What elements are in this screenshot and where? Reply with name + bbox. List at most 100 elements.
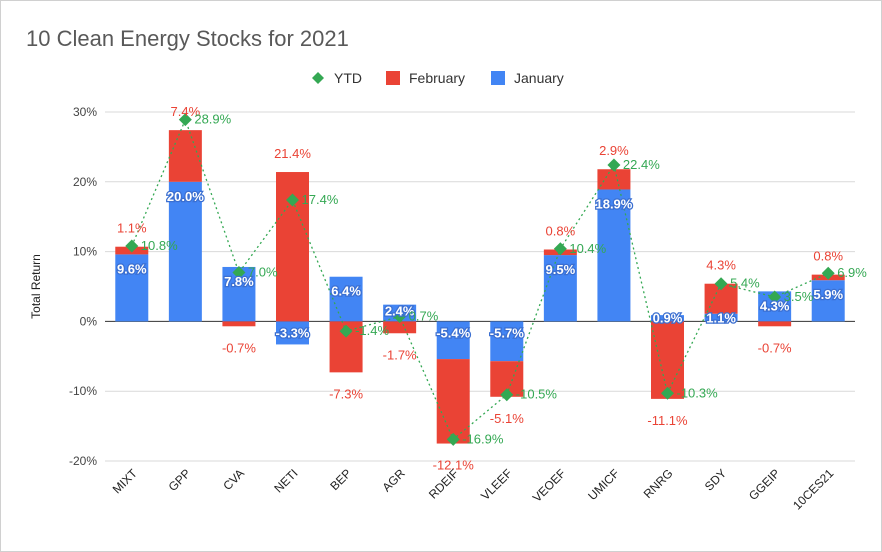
february-data-label: -0.7% bbox=[222, 340, 256, 355]
february-data-label: -0.7% bbox=[758, 340, 792, 355]
x-tick-label: BEP bbox=[327, 466, 354, 493]
ytd-data-label: 28.9% bbox=[194, 112, 231, 127]
bar-january bbox=[436, 321, 470, 360]
january-data-label: 1.1% bbox=[706, 310, 736, 325]
january-data-label: -5.7% bbox=[490, 325, 524, 340]
january-data-label: -3.3% bbox=[276, 325, 310, 340]
january-data-label: 9.6% bbox=[117, 261, 147, 276]
ytd-line bbox=[131, 117, 829, 441]
ytd-marker bbox=[232, 266, 246, 280]
y-tick-label: -20% bbox=[69, 454, 97, 468]
january-data-label: 7.8% bbox=[224, 274, 254, 289]
ytd-marker bbox=[393, 310, 407, 324]
ytd-marker bbox=[125, 239, 139, 253]
bar-january bbox=[811, 280, 845, 322]
february-data-label: 0.8% bbox=[546, 224, 576, 239]
february-data-label: 0.8% bbox=[813, 249, 843, 264]
bar-february bbox=[758, 321, 792, 327]
ytd-marker bbox=[339, 324, 353, 338]
x-tick-label: 10CES21 bbox=[790, 466, 836, 512]
legend-january-label: January bbox=[514, 70, 564, 86]
y-tick-label: 20% bbox=[73, 175, 97, 189]
x-tick-label: VEOEF bbox=[530, 466, 569, 505]
x-tick-label: NETI bbox=[271, 466, 300, 495]
ytd-data-label: 0.7% bbox=[409, 309, 439, 324]
y-tick-label: 30% bbox=[73, 105, 97, 119]
ytd-marker bbox=[178, 113, 192, 127]
bar-january bbox=[276, 321, 309, 345]
february-data-label: 1.1% bbox=[117, 221, 147, 236]
ytd-data-label: 10.4% bbox=[569, 241, 606, 256]
chart-title: 10 Clean Energy Stocks for 2021 bbox=[26, 26, 349, 51]
ytd-data-label: -16.9% bbox=[462, 431, 504, 446]
ytd-marker bbox=[768, 290, 782, 304]
ytd-data-label: 5.4% bbox=[730, 276, 760, 291]
february-data-label: 4.3% bbox=[706, 258, 736, 273]
ytd-data-label: -1.4% bbox=[355, 323, 389, 338]
bar-january bbox=[115, 254, 149, 322]
february-data-label: -1.7% bbox=[383, 347, 417, 362]
ytd-data-label: 10.8% bbox=[141, 238, 178, 253]
x-tick-label: GGEIP bbox=[746, 466, 783, 503]
bar-january bbox=[168, 181, 202, 322]
bar-february bbox=[168, 130, 202, 182]
y-axis-title: Total Return bbox=[29, 254, 43, 319]
ytd-marker bbox=[553, 242, 567, 256]
january-data-label: 20.0% bbox=[167, 189, 204, 204]
ytd-marker bbox=[607, 158, 621, 172]
bar-february bbox=[651, 321, 684, 399]
ytd-marker bbox=[821, 266, 835, 280]
january-data-label: 6.4% bbox=[331, 284, 361, 299]
bar-january bbox=[704, 313, 738, 322]
february-data-label: 2.9% bbox=[599, 143, 629, 158]
x-tick-label: VLEEF bbox=[478, 466, 515, 503]
x-tick-label: AGR bbox=[379, 466, 408, 495]
legend-february-label: February bbox=[409, 70, 465, 86]
january-data-label: 9.5% bbox=[546, 262, 576, 277]
x-tick-label: RNRG bbox=[641, 466, 676, 501]
ytd-data-label: 22.4% bbox=[623, 157, 660, 172]
january-data-label: 18.9% bbox=[595, 196, 632, 211]
x-tick-label: GPP bbox=[166, 466, 194, 494]
ytd-marker bbox=[714, 277, 728, 291]
february-data-label: -5.1% bbox=[490, 411, 524, 426]
january-data-label: 4.3% bbox=[760, 298, 790, 313]
bar-february bbox=[383, 321, 417, 334]
bar-january bbox=[543, 255, 577, 322]
ytd-marker bbox=[661, 386, 674, 400]
x-tick-label: CVA bbox=[220, 466, 247, 493]
ytd-data-label: -10.3% bbox=[677, 385, 719, 400]
january-data-label: 0.9% bbox=[653, 310, 683, 325]
february-data-label: -11.1% bbox=[647, 413, 688, 428]
bar-january bbox=[597, 189, 631, 322]
bar-february bbox=[222, 321, 256, 327]
ytd-data-label: 7.0% bbox=[248, 265, 278, 280]
y-tick-label: -10% bbox=[69, 384, 97, 398]
february-data-label: -12.1% bbox=[433, 458, 475, 473]
february-data-label: 7.4% bbox=[171, 104, 201, 119]
legend-ytd-swatch bbox=[312, 72, 324, 84]
x-tick-label: UMICF bbox=[585, 466, 622, 503]
ytd-marker bbox=[500, 388, 514, 402]
ytd-data-label: -10.5% bbox=[516, 387, 558, 402]
february-data-label: 21.4% bbox=[274, 146, 311, 161]
x-tick-label: SDY bbox=[702, 466, 729, 493]
bar-january bbox=[651, 315, 684, 322]
legend-january-swatch bbox=[491, 71, 505, 85]
legend-ytd-label: YTD bbox=[334, 70, 362, 86]
y-tick-label: 10% bbox=[73, 245, 97, 259]
legend-february-swatch bbox=[386, 71, 400, 85]
bar-february bbox=[597, 169, 631, 190]
january-data-label: -5.4% bbox=[436, 325, 470, 340]
bar-january bbox=[329, 276, 363, 322]
february-data-label: -7.3% bbox=[329, 386, 363, 401]
january-data-label: 5.9% bbox=[813, 287, 843, 302]
ytd-marker bbox=[286, 193, 299, 207]
ytd-marker bbox=[446, 432, 460, 446]
bar-january bbox=[490, 321, 524, 362]
x-tick-label: MIXT bbox=[110, 466, 141, 497]
ytd-data-label: 6.9% bbox=[837, 265, 867, 280]
ytd-data-label: 3.5% bbox=[784, 289, 814, 304]
january-data-label: 2.4% bbox=[385, 303, 415, 318]
